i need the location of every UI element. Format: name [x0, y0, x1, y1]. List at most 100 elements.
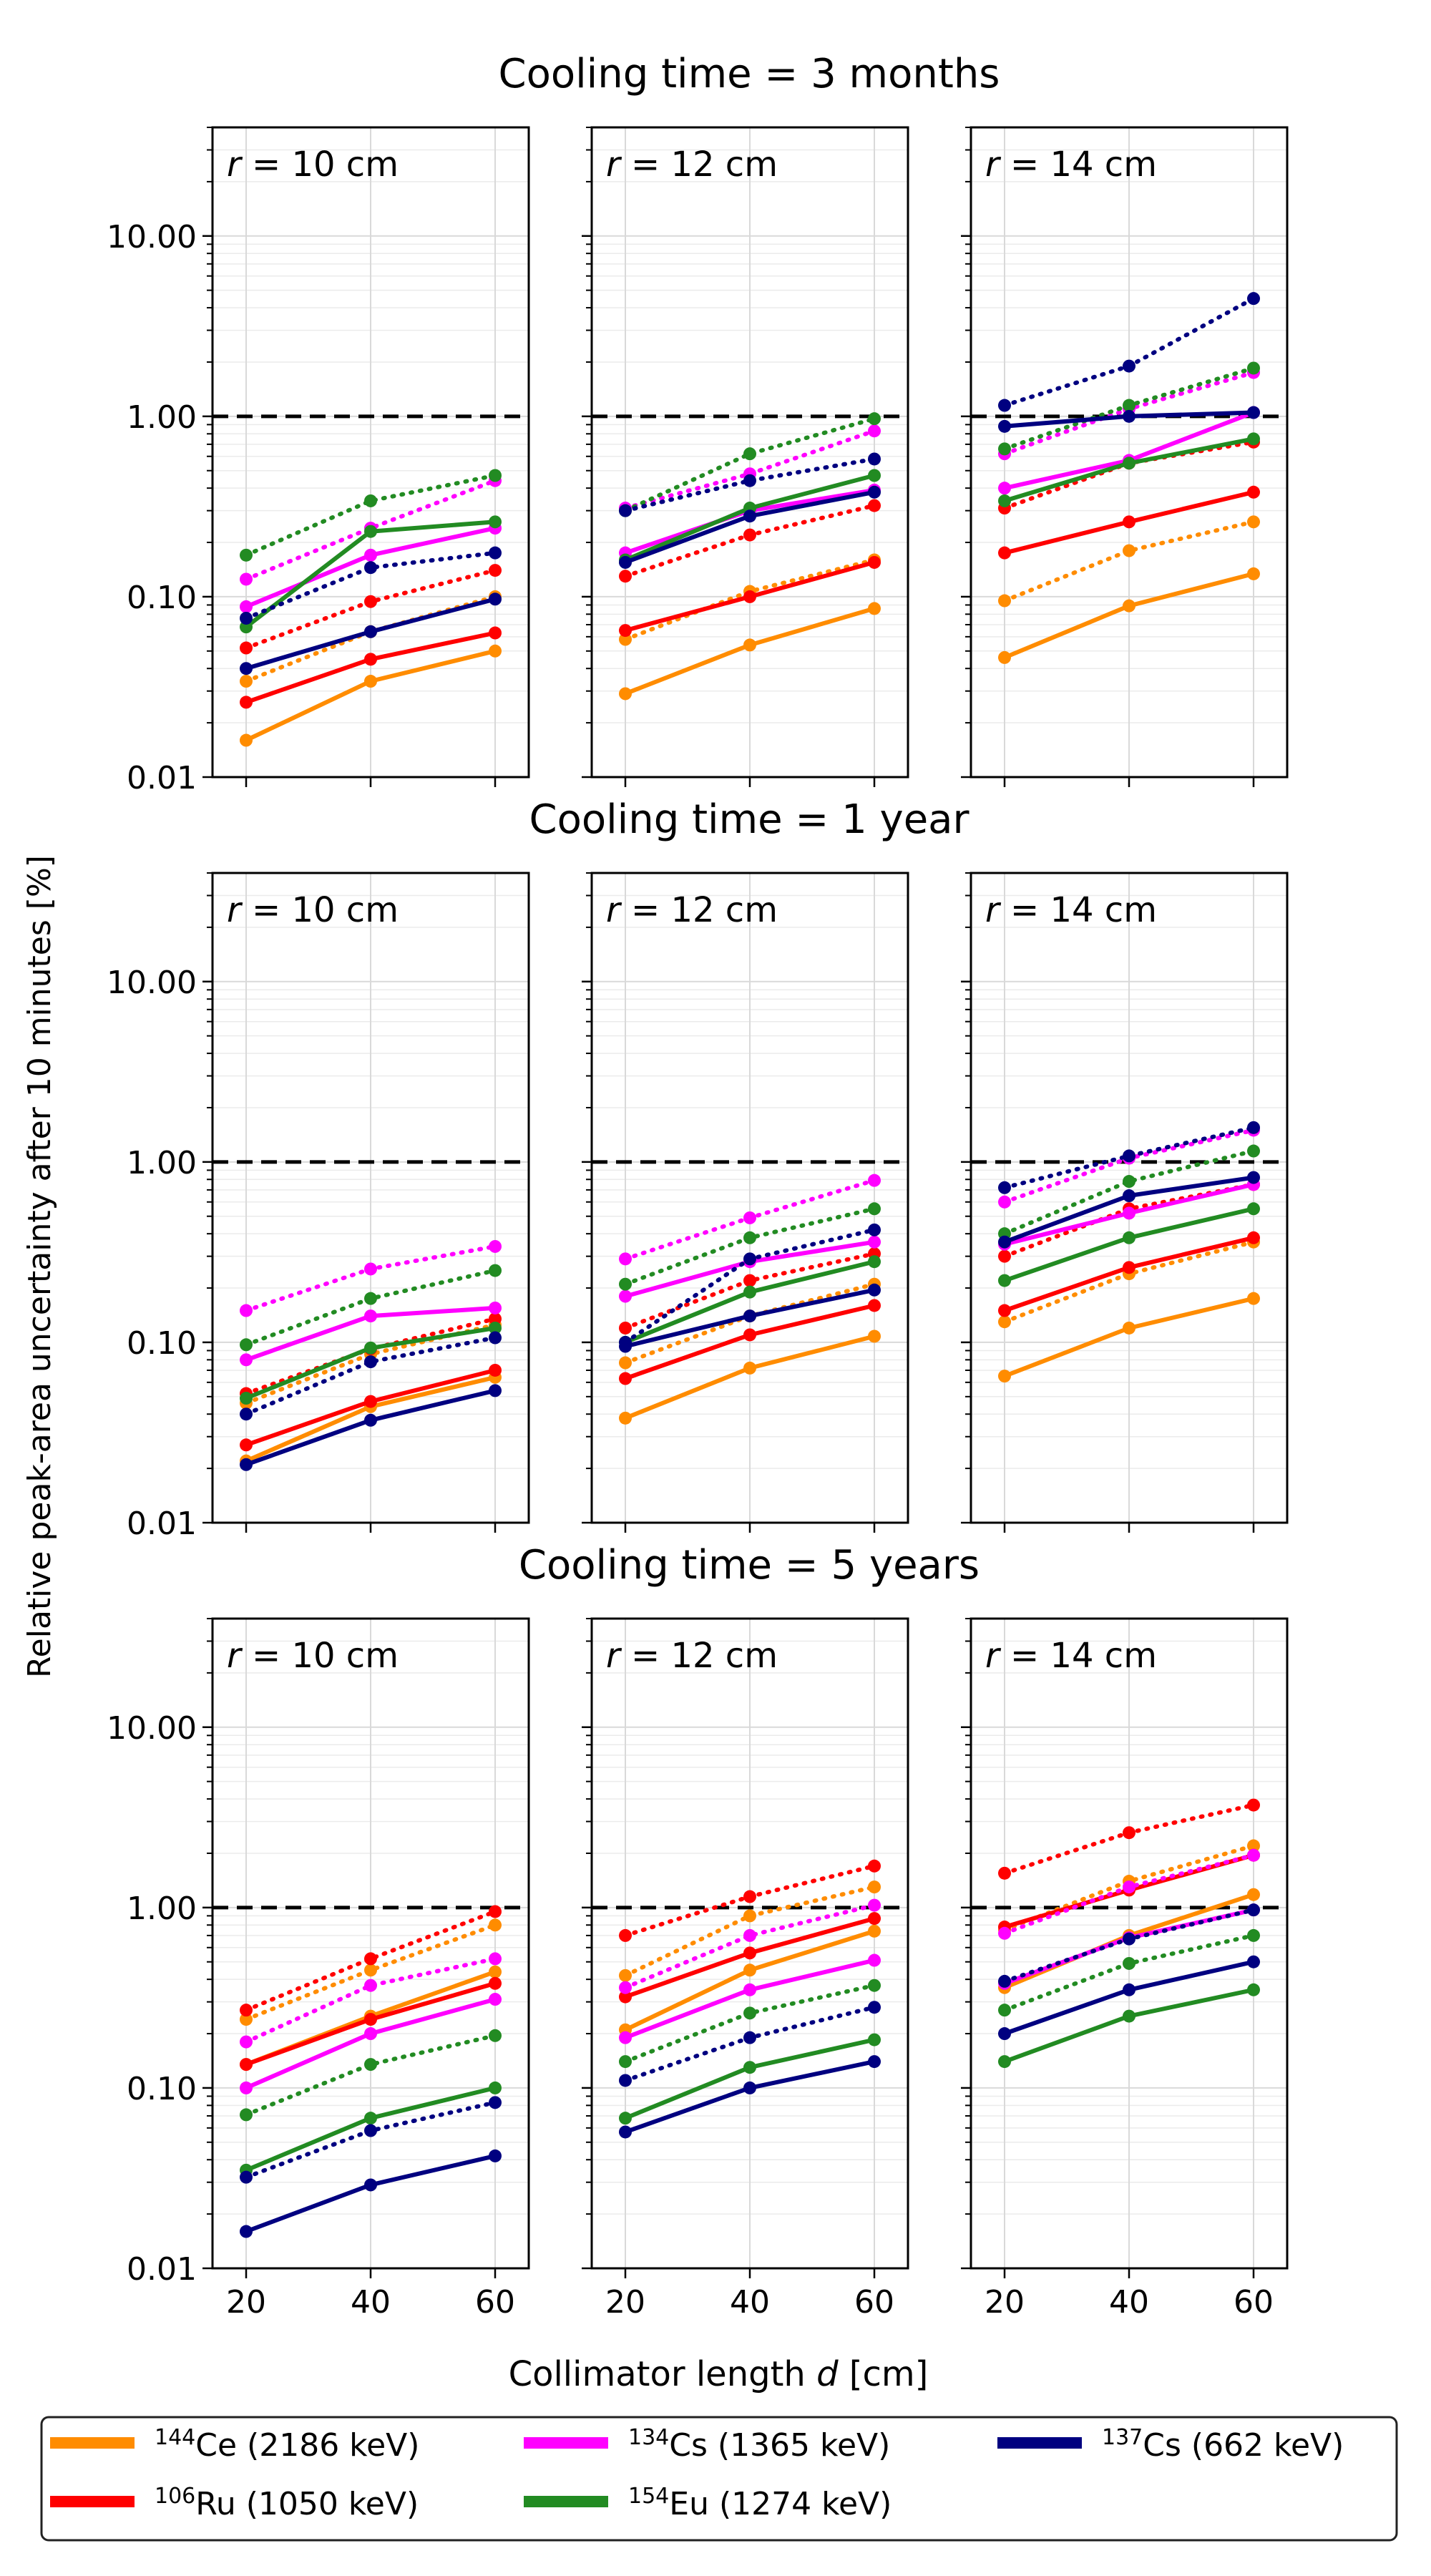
- data-point: [998, 1315, 1011, 1329]
- data-point: [619, 555, 632, 569]
- data-point: [364, 1395, 377, 1408]
- series-line: [244, 1956, 497, 2044]
- data-point: [489, 515, 502, 529]
- panel: 0.01 0.10 1.00 10.00 20 40 60 r = 10 cm: [107, 1617, 530, 2321]
- data-point: [743, 1909, 756, 1923]
- data-point: [1123, 1231, 1135, 1244]
- data-point: [1123, 1321, 1135, 1335]
- series-line: [623, 416, 876, 513]
- data-point: [1123, 409, 1135, 423]
- data-point: [998, 1974, 1011, 1988]
- y-tick-label: 0.10: [127, 580, 197, 616]
- data-point: [868, 1912, 881, 1926]
- panel: 0.01 0.10 1.00 10.00 r = 10 cm: [107, 126, 530, 796]
- legend-label: 137Cs (662 keV): [1102, 2425, 1344, 2464]
- data-point: [1247, 515, 1260, 529]
- x-tick-label: 40: [1109, 2284, 1149, 2321]
- data-point: [1247, 485, 1260, 499]
- panel-label: r = 14 cm: [985, 145, 1157, 185]
- y-tick-label: 1.00: [127, 399, 197, 436]
- data-point: [743, 2006, 756, 2020]
- data-point: [619, 2125, 632, 2139]
- data-point: [364, 2013, 377, 2026]
- data-point: [364, 2112, 377, 2125]
- x-tick-label: 20: [985, 2284, 1025, 2321]
- data-point: [1247, 406, 1260, 419]
- series-line: [244, 2033, 497, 2117]
- data-point: [364, 548, 377, 562]
- data-point: [619, 2055, 632, 2069]
- data-point: [743, 474, 756, 487]
- data-point: [489, 564, 502, 577]
- data-point: [489, 2096, 502, 2109]
- data-point: [868, 1223, 881, 1236]
- data-point: [364, 1979, 377, 1992]
- data-point: [489, 1993, 502, 2006]
- data-point: [998, 1181, 1011, 1194]
- data-point: [489, 1239, 502, 1253]
- x-tick-label: 40: [730, 2284, 770, 2321]
- data-point: [240, 2058, 253, 2072]
- data-point: [489, 1905, 502, 1918]
- x-tick-label: 60: [854, 2284, 894, 2321]
- data-point: [743, 2081, 756, 2094]
- data-point: [1247, 361, 1260, 375]
- data-point: [868, 1202, 881, 1216]
- legend-entry: 137Cs (662 keV): [997, 2425, 1344, 2464]
- panel: 0.01 0.10 1.00 10.00 r = 10 cm: [107, 872, 530, 1542]
- data-point: [489, 1952, 502, 1966]
- data-point: [743, 1328, 756, 1342]
- data-point: [489, 1384, 502, 1397]
- data-point: [364, 1292, 377, 1305]
- data-point: [364, 595, 377, 608]
- data-point: [1247, 1144, 1260, 1158]
- panel: r = 12 cm: [582, 872, 909, 1533]
- data-point: [1123, 1206, 1135, 1220]
- data-point: [364, 675, 377, 688]
- panel-label: r = 14 cm: [985, 890, 1157, 930]
- data-point: [364, 1309, 377, 1323]
- y-tick-label: 10.00: [107, 1710, 197, 1747]
- data-point: [1123, 1261, 1135, 1274]
- data-point: [489, 2081, 502, 2094]
- data-point: [1247, 1955, 1260, 1968]
- data-point: [240, 1353, 253, 1367]
- data-point: [998, 1866, 1011, 1880]
- data-point: [364, 653, 377, 666]
- data-point: [619, 1277, 632, 1291]
- y-tick-label: 10.00: [107, 219, 197, 255]
- data-point: [364, 1413, 377, 1427]
- axes-frame: [970, 126, 1289, 779]
- data-point: [1123, 399, 1135, 412]
- data-point: [743, 528, 756, 542]
- data-point: [240, 2225, 253, 2238]
- data-point: [364, 1355, 377, 1369]
- data-point: [1247, 1839, 1260, 1853]
- data-point: [364, 561, 377, 575]
- axes-frame: [970, 872, 1289, 1524]
- legend-label: 106Ru (1050 keV): [155, 2484, 419, 2522]
- data-point: [1247, 292, 1260, 306]
- data-point: [240, 662, 253, 675]
- data-point: [868, 452, 881, 466]
- panels: 0.01 0.10 1.00 10.00 r = 10 cm r = 12 cm r = 1…: [107, 126, 1289, 2321]
- data-point: [240, 2081, 253, 2094]
- data-point: [868, 469, 881, 482]
- data-point: [364, 2027, 377, 2041]
- data-point: [1247, 567, 1260, 580]
- y-tick-label: 0.10: [127, 2071, 197, 2107]
- data-point: [619, 1411, 632, 1425]
- series-line: [244, 550, 497, 620]
- data-point: [619, 1321, 632, 1335]
- panel: 20 40 60 r = 14 cm: [961, 1617, 1289, 2321]
- data-point: [364, 494, 377, 507]
- data-point: [998, 442, 1011, 456]
- row-title: Cooling time = 1 year: [529, 796, 970, 843]
- data-point: [868, 1859, 881, 1873]
- data-point: [998, 1304, 1011, 1317]
- data-point: [619, 1335, 632, 1349]
- data-point: [364, 1963, 377, 1977]
- row-title: Cooling time = 5 years: [519, 1542, 980, 1589]
- data-point: [868, 412, 881, 426]
- data-point: [364, 2058, 377, 2072]
